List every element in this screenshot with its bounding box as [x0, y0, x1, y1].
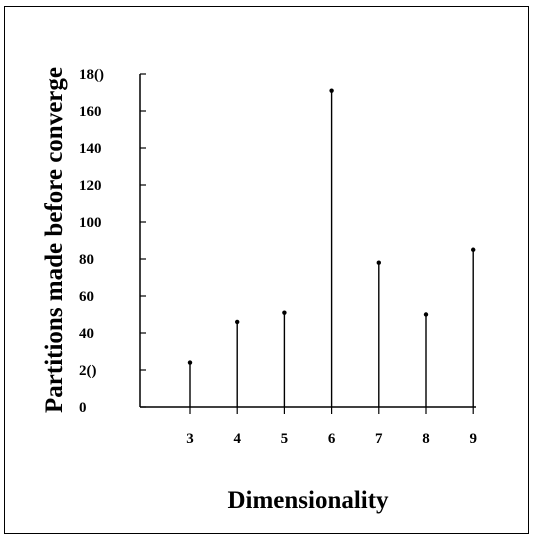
y-tick-label: 60: [79, 289, 94, 305]
x-tick-label: 6: [328, 431, 336, 447]
y-tick-label: 18(): [79, 67, 104, 83]
y-tick-label: 120: [79, 178, 102, 194]
stem-marker-3: [187, 360, 193, 365]
y-tick-label: 40: [79, 326, 94, 342]
x-axis-ticks: 3 4 5 6 7 8 9: [186, 407, 477, 447]
data-stems: [187, 88, 476, 407]
y-tick-label: 160: [79, 104, 102, 120]
stem-marker-8: [423, 312, 429, 317]
y-tick-label: 2(): [79, 363, 97, 379]
x-axis-title: Dimensionality: [227, 487, 389, 514]
stem-marker-4: [235, 319, 240, 325]
y-axis-title: Partitions made before converge: [41, 67, 68, 413]
y-tick-label: 100: [79, 215, 102, 231]
x-tick-label: 7: [375, 431, 383, 447]
y-tick-label: 80: [79, 252, 94, 268]
x-tick-label: 9: [469, 431, 477, 447]
x-tick-label: 4: [233, 431, 241, 447]
stem-marker-6: [329, 88, 334, 93]
x-tick-label: 3: [186, 431, 194, 447]
stem-marker-5: [282, 310, 287, 315]
chart-frame: [4, 6, 529, 534]
y-tick-label: 0: [79, 400, 87, 416]
x-tick-label: 8: [422, 431, 430, 447]
x-tick-label: 5: [281, 431, 289, 447]
y-tick-label: 140: [79, 141, 102, 157]
y-axis-ticks: 0 2() 40 60 80 100 120 140 160 18(): [79, 67, 146, 416]
stem-marker-9: [471, 247, 476, 252]
stem-marker-7: [376, 260, 381, 265]
